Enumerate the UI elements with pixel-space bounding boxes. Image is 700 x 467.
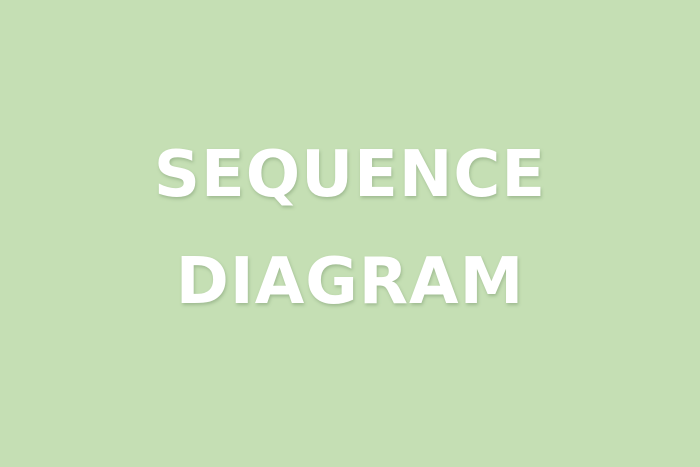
title-line-1: SEQUENCE [153,138,547,212]
title-line-2: DIAGRAM [175,245,525,319]
